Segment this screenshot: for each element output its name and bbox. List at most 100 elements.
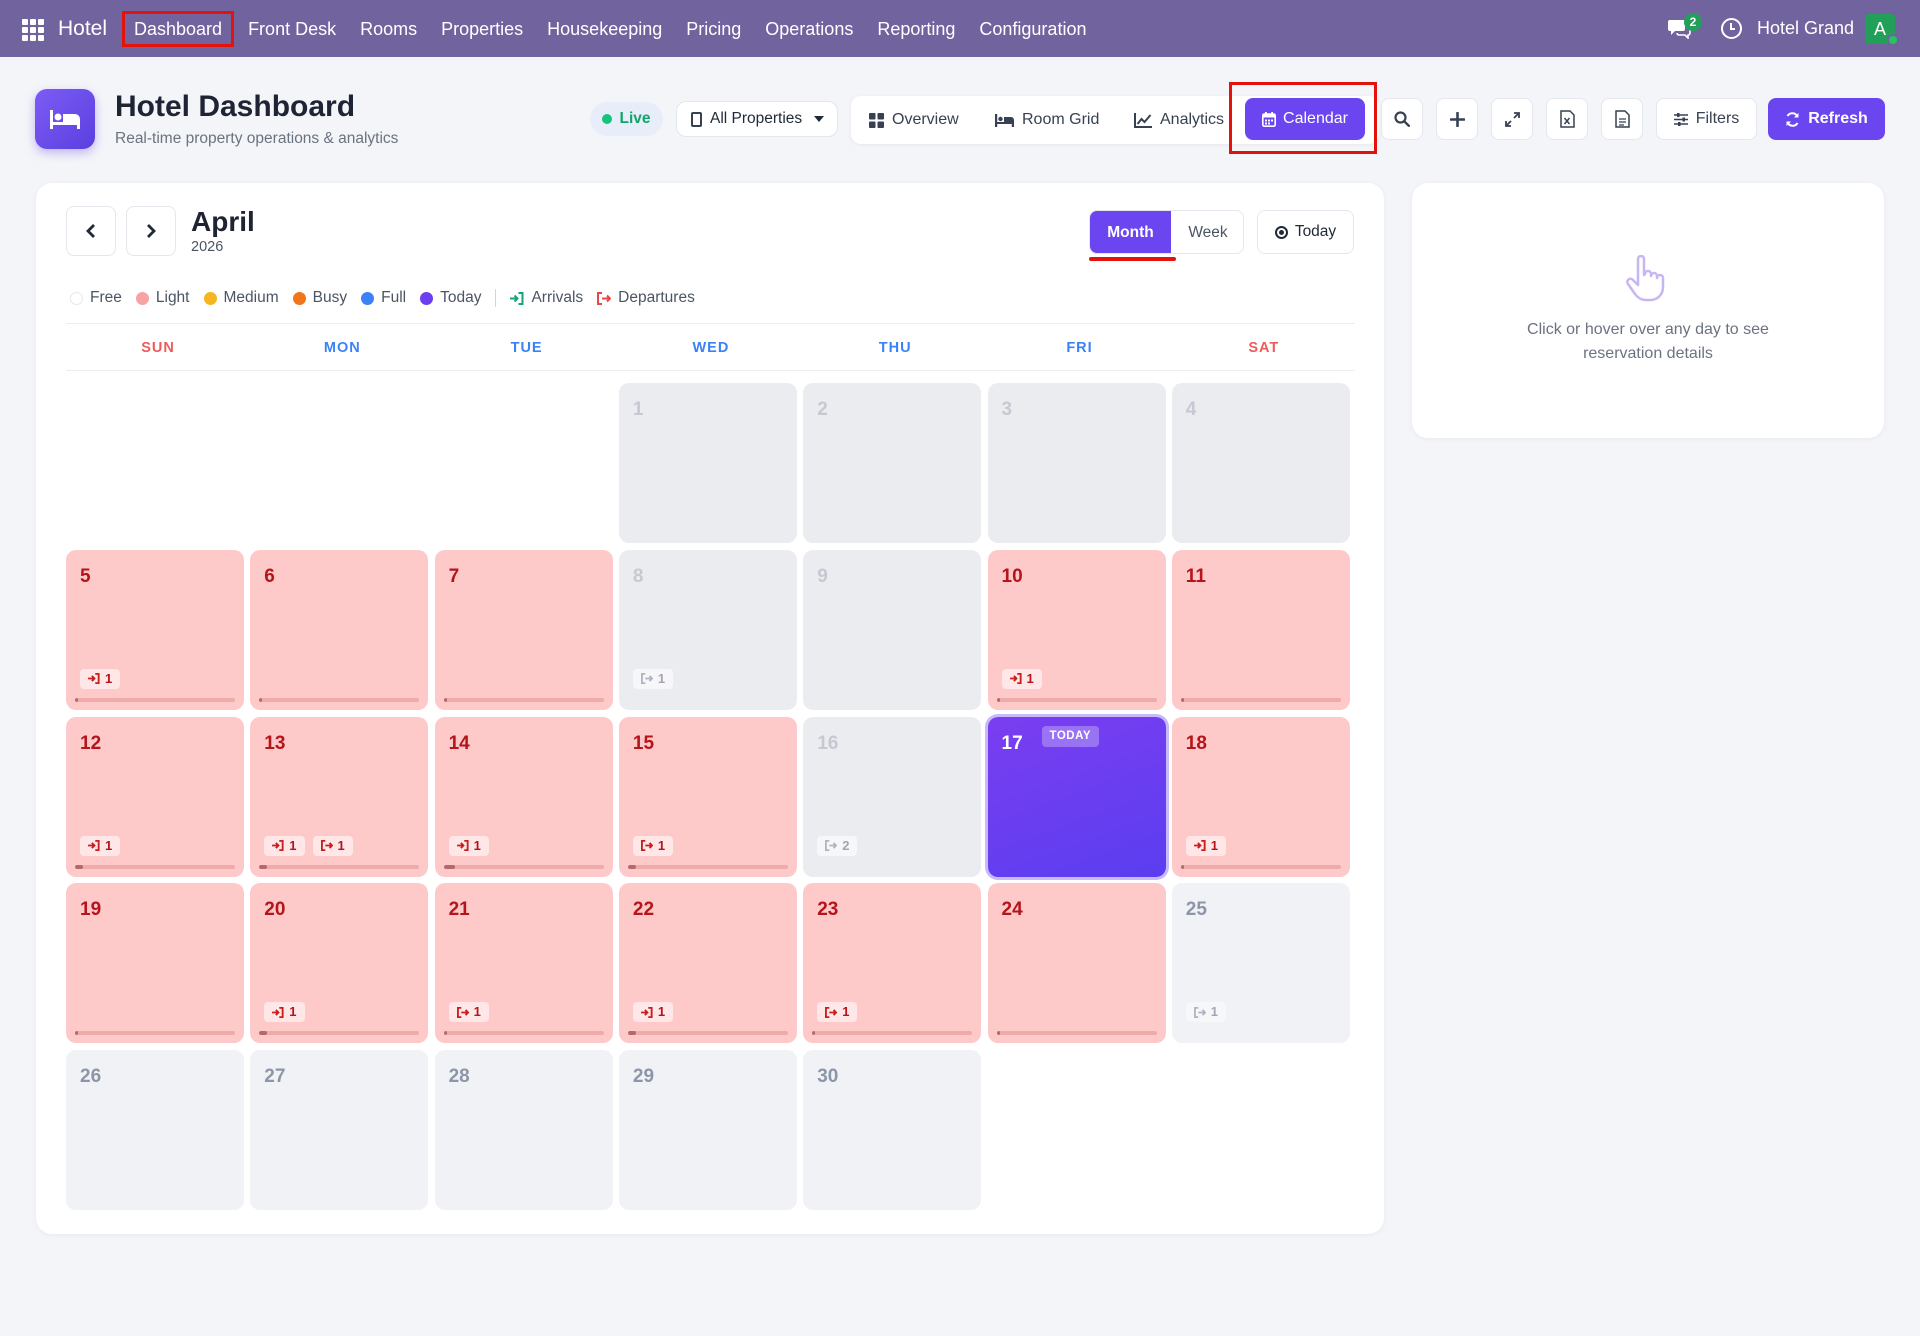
calendar-day-22[interactable]: 22 1 bbox=[618, 883, 797, 1044]
calendar-day-18[interactable]: 18 1 bbox=[1171, 716, 1350, 877]
calendar-day-7[interactable]: 7 bbox=[434, 549, 613, 710]
legend-dot-icon bbox=[361, 291, 375, 305]
calendar-day-17[interactable]: 17 TODAY bbox=[987, 716, 1166, 877]
menu-pricing[interactable]: Pricing bbox=[686, 18, 742, 39]
day-number: 6 bbox=[264, 565, 275, 587]
calendar-day-3[interactable]: 3 bbox=[987, 383, 1166, 543]
legend-label: Busy bbox=[312, 289, 348, 306]
departure-icon bbox=[640, 840, 653, 852]
day-badges: 1 bbox=[1185, 1002, 1227, 1023]
calendar-day-1[interactable]: 1 bbox=[618, 383, 797, 543]
dashboard-logo bbox=[35, 89, 95, 149]
departure-count-badge: 1 bbox=[312, 835, 353, 856]
main-menu: Dashboard Front Desk Rooms Properties Ho… bbox=[122, 0, 1098, 57]
tab-room-grid[interactable]: Room Grid bbox=[995, 96, 1099, 144]
day-number: 26 bbox=[80, 1066, 102, 1088]
menu-housekeeping[interactable]: Housekeeping bbox=[547, 18, 663, 39]
occupancy-bar-fill bbox=[259, 697, 263, 702]
calendar-day-12[interactable]: 12 1 bbox=[66, 716, 244, 877]
menu-front-desk[interactable]: Front Desk bbox=[248, 18, 337, 39]
reservation-details-panel bbox=[1412, 183, 1884, 438]
day-badges: 1 bbox=[448, 1002, 489, 1023]
badge-count: 1 bbox=[657, 1004, 666, 1020]
occupancy-bar bbox=[812, 1031, 973, 1036]
tab-overview[interactable]: Overview bbox=[869, 96, 959, 144]
calendar-day-16[interactable]: 16 2 bbox=[803, 716, 982, 877]
day-badges: 2 bbox=[817, 835, 858, 856]
property-select[interactable]: All Properties bbox=[676, 101, 838, 137]
calendar-day-13[interactable]: 13 1 1 bbox=[250, 716, 429, 877]
calendar-day-9[interactable]: 9 bbox=[803, 549, 982, 710]
badge-count: 1 bbox=[473, 1004, 481, 1020]
arrival-count-badge: 1 bbox=[1185, 835, 1227, 856]
badge-count: 1 bbox=[105, 837, 113, 853]
weekday-divider bbox=[66, 370, 1355, 371]
search-button[interactable] bbox=[1381, 98, 1423, 140]
calendar-day-28[interactable]: 28 bbox=[434, 1050, 613, 1211]
menu-properties[interactable]: Properties bbox=[441, 18, 524, 39]
day-badges: 1 bbox=[1185, 835, 1227, 856]
calendar-day-6[interactable]: 6 bbox=[250, 549, 429, 710]
calendar-day-29[interactable]: 29 bbox=[618, 1050, 797, 1211]
calendar-day-4[interactable]: 4 bbox=[1171, 383, 1350, 543]
clock-icon[interactable] bbox=[1721, 18, 1742, 39]
calendar-day-27[interactable]: 27 bbox=[250, 1050, 429, 1211]
occupancy-bar bbox=[443, 697, 604, 702]
occupancy-bar bbox=[1180, 697, 1341, 702]
live-dot-icon bbox=[602, 114, 613, 124]
prev-month-button[interactable] bbox=[66, 206, 116, 256]
calendar-day-14[interactable]: 14 1 bbox=[434, 716, 613, 877]
view-month-button[interactable]: Month bbox=[1090, 211, 1171, 253]
calendar-day-21[interactable]: 21 1 bbox=[434, 883, 613, 1044]
document-icon bbox=[1614, 110, 1630, 128]
badge-count: 1 bbox=[1210, 1004, 1219, 1020]
tab-calendar[interactable]: Calendar bbox=[1245, 98, 1365, 140]
badge-count: 1 bbox=[289, 1004, 297, 1020]
apps-grid-icon[interactable] bbox=[22, 19, 44, 41]
day-number: 29 bbox=[632, 1066, 655, 1088]
tab-room-grid-label: Room Grid bbox=[1022, 111, 1100, 128]
pointer-hand-icon bbox=[1626, 255, 1665, 302]
menu-configuration[interactable]: Configuration bbox=[979, 18, 1087, 39]
calendar-day-11[interactable]: 11 bbox=[1171, 549, 1350, 710]
arrival-count-badge: 1 bbox=[264, 835, 305, 856]
fullscreen-button[interactable] bbox=[1491, 98, 1533, 140]
refresh-button[interactable]: Refresh bbox=[1768, 98, 1885, 140]
calendar-day-15[interactable]: 15 1 bbox=[618, 716, 797, 877]
menu-dashboard[interactable]: Dashboard bbox=[122, 10, 235, 47]
calendar-day-24[interactable]: 24 bbox=[987, 883, 1166, 1044]
occupancy-bar-fill bbox=[627, 1031, 636, 1036]
menu-reporting[interactable]: Reporting bbox=[877, 18, 956, 39]
export-pdf-button[interactable] bbox=[1601, 98, 1643, 140]
add-button[interactable] bbox=[1436, 98, 1478, 140]
occupancy-bar-fill bbox=[812, 1031, 816, 1036]
filters-button[interactable]: Filters bbox=[1656, 98, 1757, 140]
calendar-day-26[interactable]: 26 bbox=[66, 1050, 244, 1211]
calendar-day-20[interactable]: 20 1 bbox=[250, 883, 429, 1044]
departure-count-badge: 1 bbox=[817, 1002, 858, 1023]
calendar-day-25[interactable]: 25 1 bbox=[1171, 883, 1350, 1044]
occupancy-bar-fill bbox=[75, 864, 83, 869]
calendar-day-30[interactable]: 30 bbox=[803, 1050, 982, 1211]
calendar-day-19[interactable]: 19 bbox=[66, 883, 244, 1044]
tab-analytics[interactable]: Analytics bbox=[1134, 96, 1224, 144]
view-week-button[interactable]: Week bbox=[1188, 224, 1228, 241]
day-number: 2 bbox=[817, 399, 828, 420]
calendar-day-10[interactable]: 10 1 bbox=[987, 549, 1166, 710]
menu-operations[interactable]: Operations bbox=[765, 18, 854, 39]
app-brand[interactable]: Hotel bbox=[58, 17, 108, 40]
departure-count-badge: 1 bbox=[1185, 1002, 1227, 1023]
company-switcher[interactable]: Hotel Grand bbox=[1757, 18, 1855, 38]
today-button[interactable]: Today bbox=[1257, 210, 1354, 254]
calendar-day-2[interactable]: 2 bbox=[803, 383, 982, 543]
occupancy-bar-fill bbox=[75, 1031, 79, 1036]
day-number: 28 bbox=[448, 1066, 470, 1088]
next-month-button[interactable] bbox=[126, 206, 176, 256]
calendar-tab-highlight bbox=[1229, 82, 1377, 154]
menu-rooms[interactable]: Rooms bbox=[360, 18, 418, 39]
calendar-day-23[interactable]: 23 1 bbox=[803, 883, 982, 1044]
export-excel-button[interactable] bbox=[1546, 98, 1588, 140]
occupancy-bar-fill bbox=[259, 1031, 268, 1036]
